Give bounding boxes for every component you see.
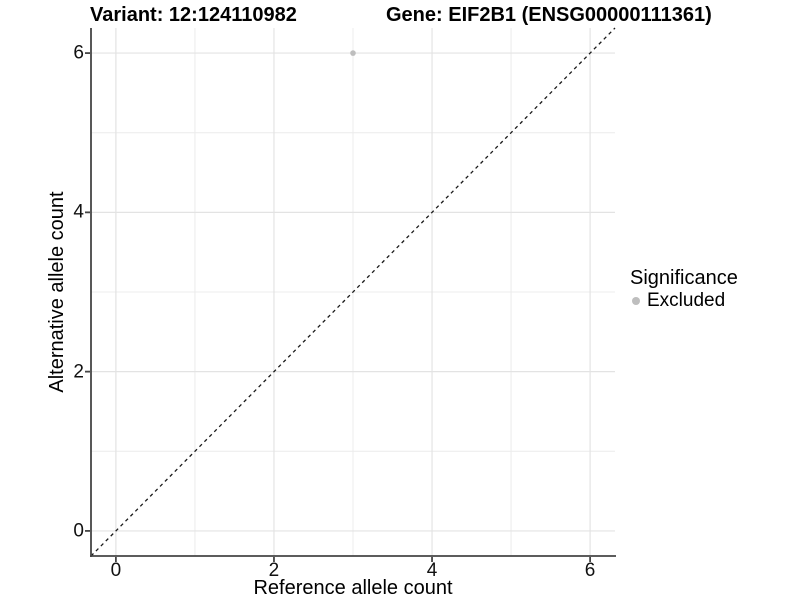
- y-tick-label: 2: [73, 361, 84, 383]
- identity-dashed-line: [90, 27, 616, 557]
- plot-title-variant: Variant: 12:124110982: [90, 4, 297, 26]
- legend-title: Significance: [630, 267, 738, 289]
- x-tick-label: 6: [584, 560, 596, 581]
- legend: Significance Excluded: [630, 266, 738, 312]
- x-axis-title: Reference allele count: [253, 577, 453, 599]
- x-tick-label: 2: [268, 560, 280, 581]
- x-tick-label: 4: [426, 560, 438, 581]
- legend-item-label: Excluded: [647, 290, 726, 311]
- y-tick-label: 4: [73, 201, 84, 223]
- legend-item-excluded: Excluded: [630, 290, 738, 312]
- x-tick-label: 0: [110, 560, 122, 581]
- y-tick-label: 0: [73, 520, 84, 542]
- data-point: [350, 50, 356, 56]
- y-tick-label: 6: [73, 42, 84, 64]
- plot-title-gene: Gene: EIF2B1 (ENSG00000111361): [386, 4, 712, 26]
- legend-point-swatch: [632, 297, 640, 305]
- y-axis-title: Alternative allele count: [46, 191, 68, 393]
